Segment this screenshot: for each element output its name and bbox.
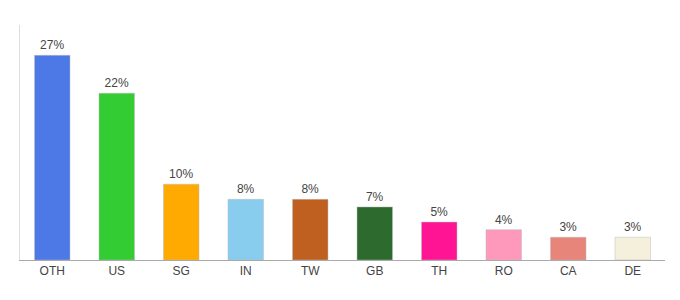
svg-text:GB: GB	[366, 264, 383, 278]
svg-text:5%: 5%	[430, 205, 448, 219]
svg-text:3%: 3%	[559, 220, 577, 234]
svg-text:US: US	[108, 264, 125, 278]
svg-text:DE: DE	[624, 264, 641, 278]
svg-text:8%: 8%	[301, 182, 319, 196]
svg-text:OTH: OTH	[40, 264, 65, 278]
svg-text:10%: 10%	[169, 167, 193, 181]
svg-text:7%: 7%	[366, 190, 384, 204]
svg-text:4%: 4%	[495, 213, 513, 227]
svg-text:22%: 22%	[105, 76, 129, 90]
svg-text:TH: TH	[431, 264, 447, 278]
svg-text:SG: SG	[173, 264, 190, 278]
svg-text:27%: 27%	[40, 38, 64, 52]
svg-text:8%: 8%	[237, 182, 255, 196]
svg-text:IN: IN	[240, 264, 252, 278]
svg-text:TW: TW	[301, 264, 320, 278]
svg-text:CA: CA	[560, 264, 577, 278]
svg-text:3%: 3%	[624, 220, 642, 234]
svg-text:RO: RO	[495, 264, 513, 278]
